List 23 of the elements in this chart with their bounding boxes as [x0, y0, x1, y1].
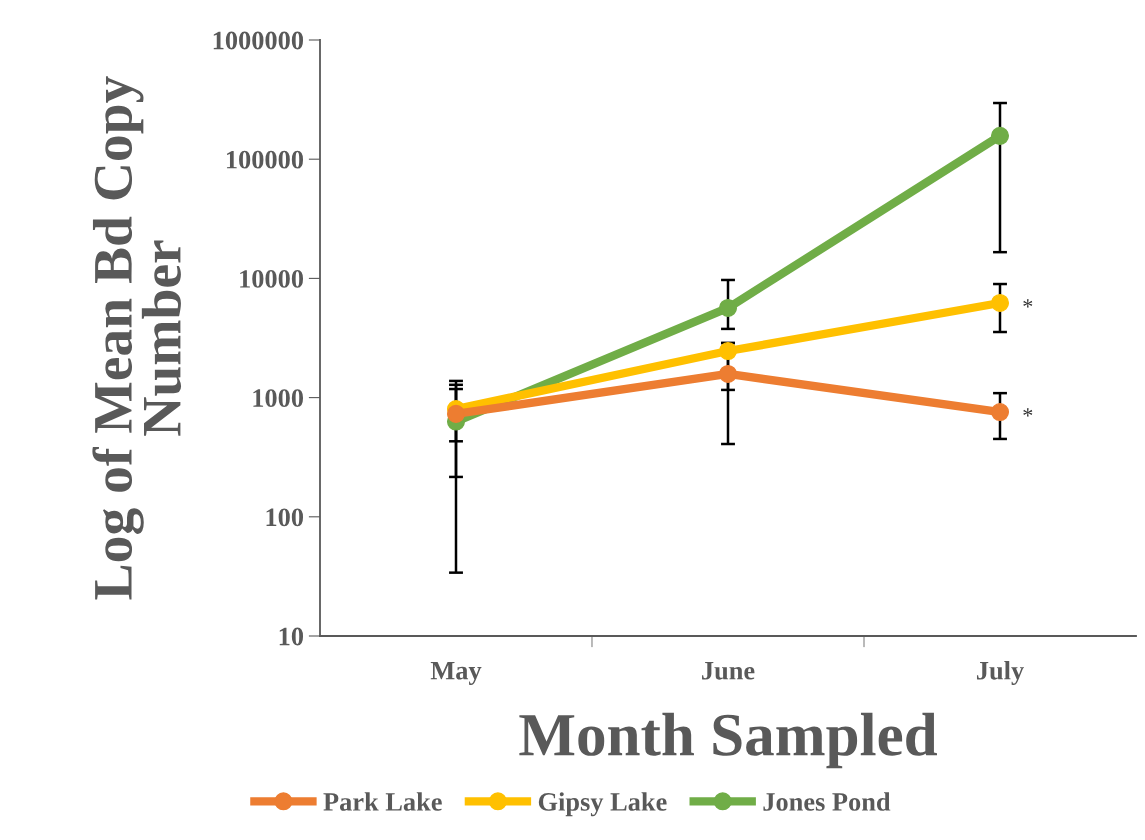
y-tick-label: 100 — [266, 508, 304, 527]
legend-label: Gipsy Lake — [538, 792, 667, 817]
y-tick-label: 100000 — [226, 150, 304, 169]
y-tick-label: 1000 — [253, 389, 304, 408]
point — [718, 341, 738, 361]
point — [990, 293, 1010, 313]
point — [718, 364, 738, 383]
y-tick-label: 1000000 — [213, 31, 304, 50]
y-tick-label: 10000 — [240, 270, 304, 288]
legend-label: Jones Pond — [763, 792, 891, 811]
point — [990, 402, 1010, 422]
x-tick-label: May — [430, 661, 482, 685]
x-axis-title: Month Sampled — [519, 712, 938, 769]
legend-label: Park Lake — [323, 792, 442, 811]
point — [446, 404, 466, 423]
x-tick-label: June — [702, 662, 755, 680]
annotation: * — [1023, 408, 1033, 417]
point — [718, 298, 738, 317]
point — [990, 126, 1010, 145]
x-tick-label: July — [976, 661, 1024, 686]
y-axis-title: Log of Mean Bd Copy Number — [92, 76, 182, 600]
y-tick-label: 10 — [279, 627, 304, 646]
annotation: * — [1023, 299, 1033, 308]
